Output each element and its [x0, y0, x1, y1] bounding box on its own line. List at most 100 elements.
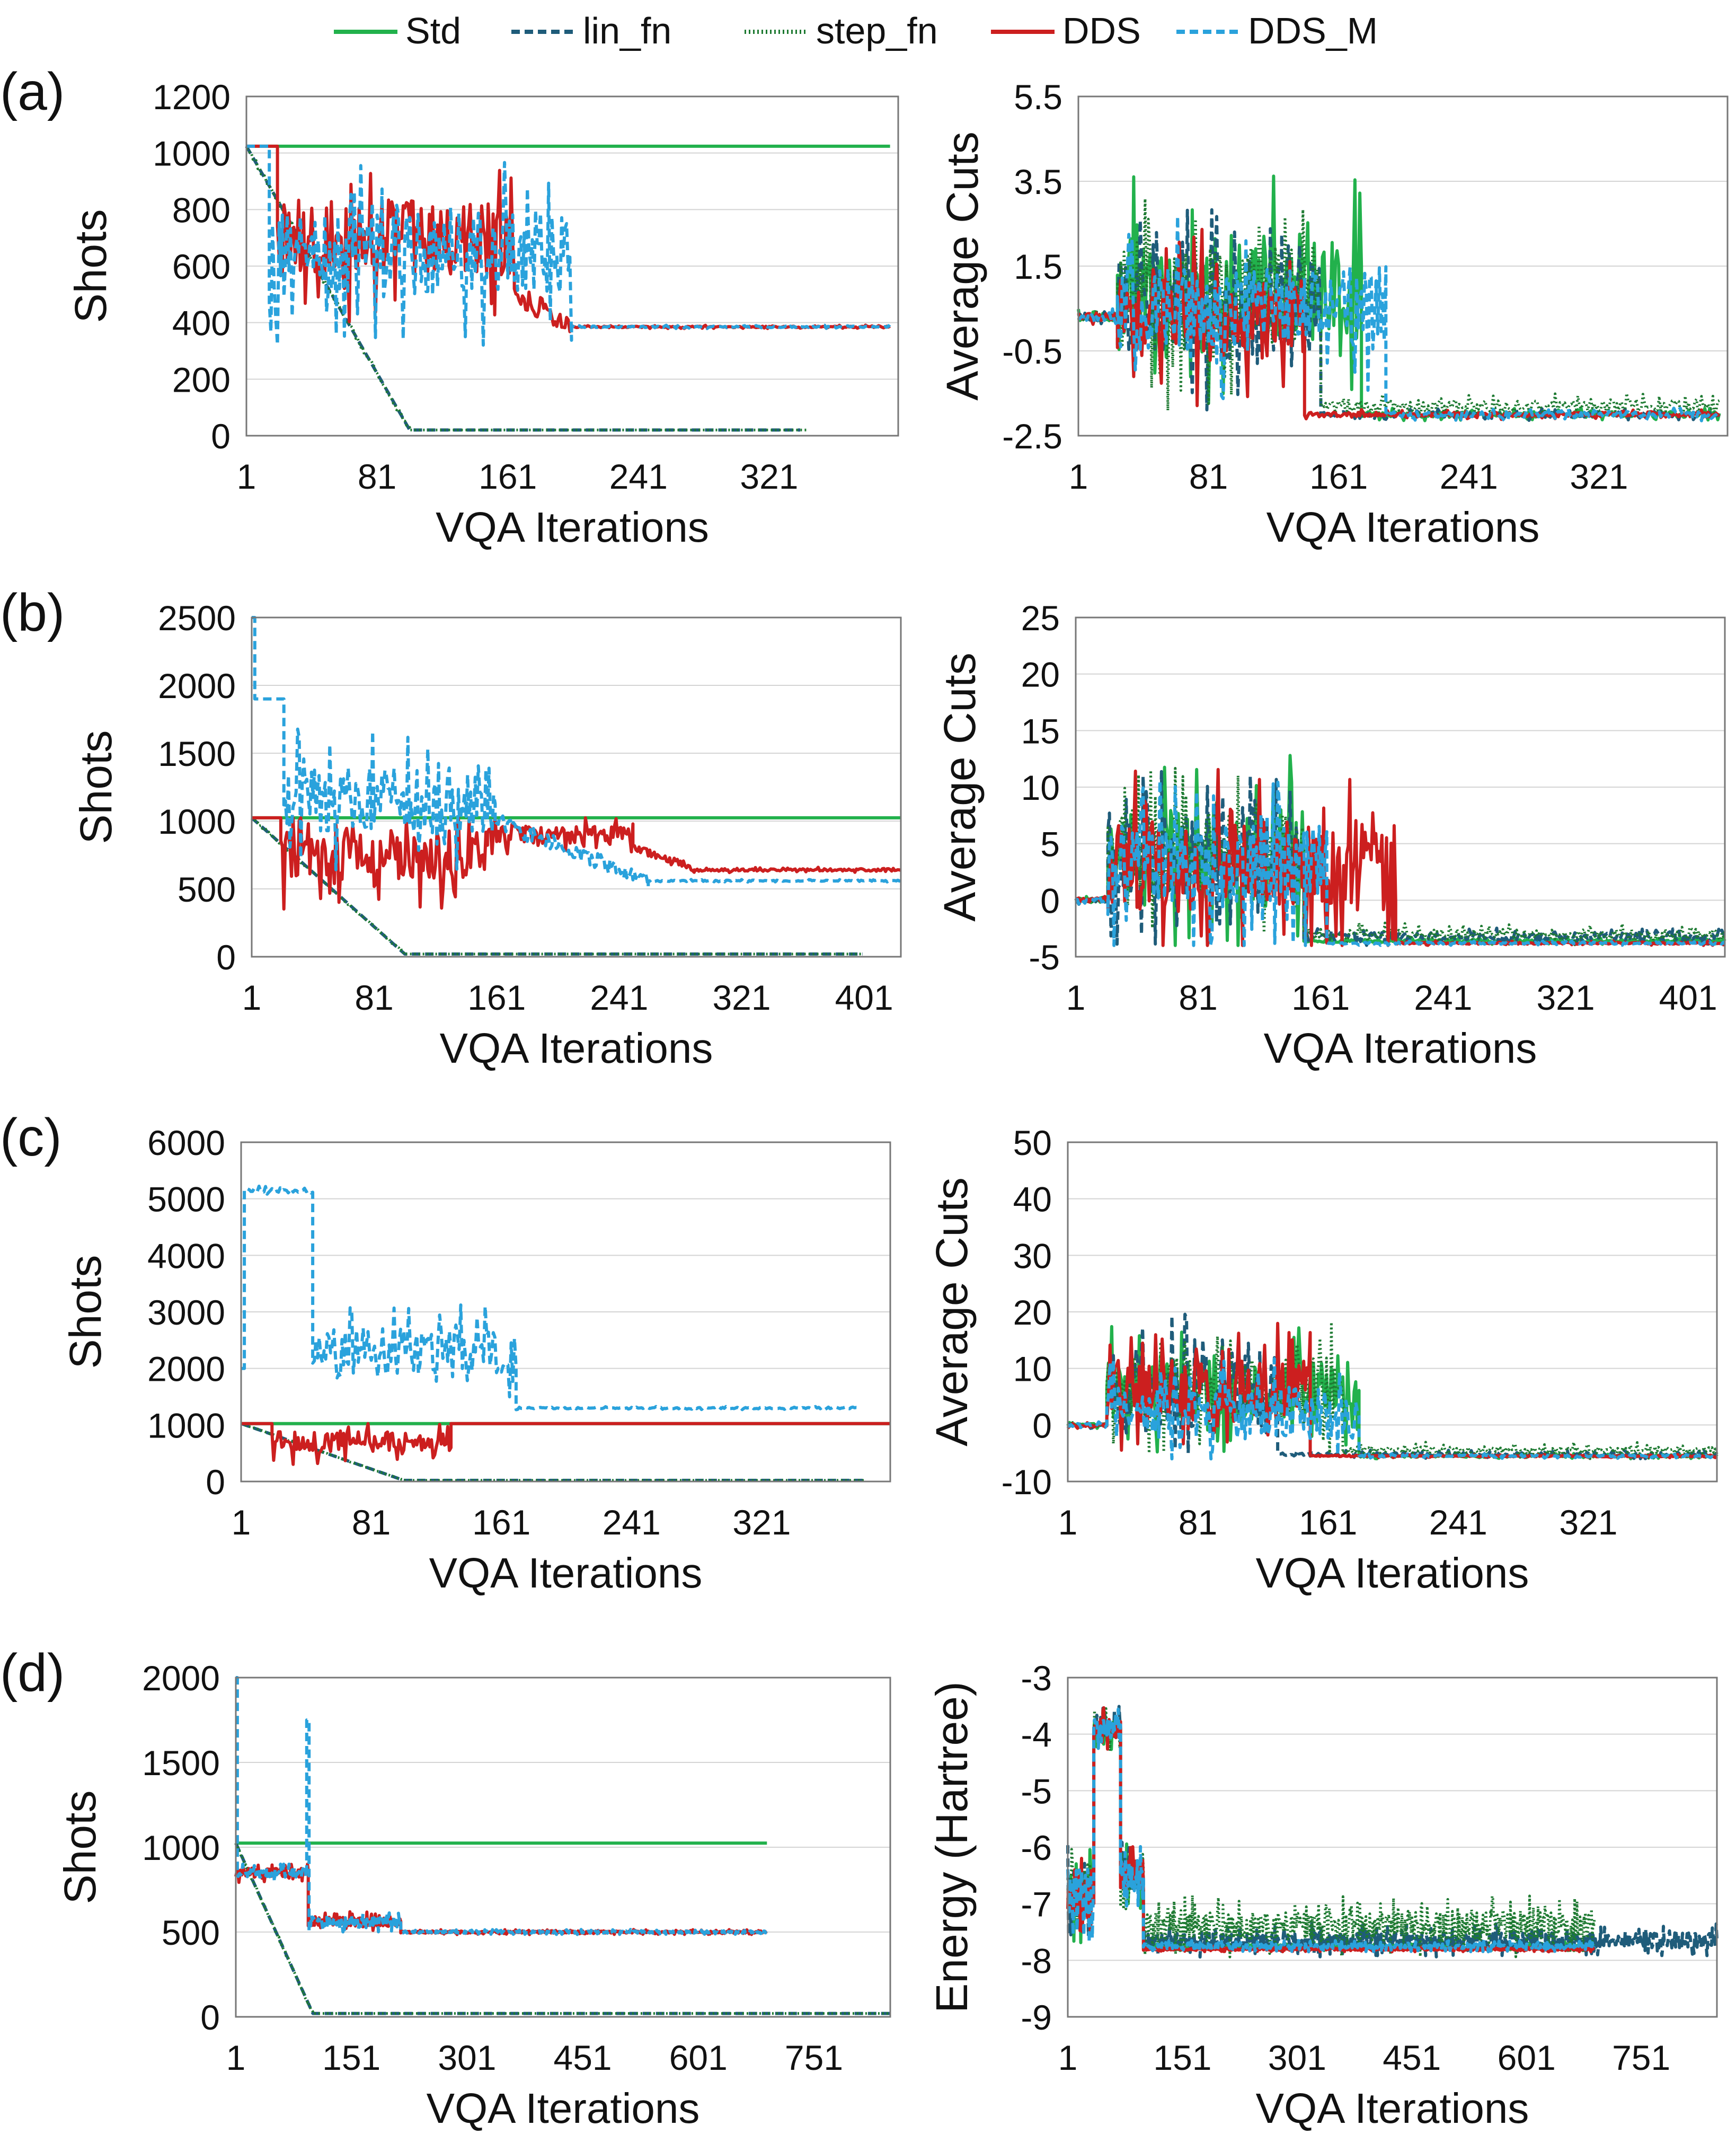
- x-tick-label: 1: [1058, 1503, 1078, 1542]
- y-tick-label: -3: [1021, 1659, 1052, 1698]
- x-tick-label: 401: [835, 978, 893, 1017]
- series-line-dds: [241, 1422, 890, 1466]
- y-tick-label: 3000: [147, 1293, 225, 1332]
- x-tick-label: 1: [237, 457, 256, 496]
- y-tick-label: 2000: [158, 666, 236, 705]
- series-group: [1066, 1312, 1719, 1461]
- x-axis-label: VQA Iterations: [1256, 2085, 1529, 2132]
- x-axis-label: VQA Iterations: [440, 1025, 713, 1072]
- chart-b-shots: 0 500 1000 1500 2000 2500 1 81 161 241 321 401 VQA I…: [0, 583, 902, 1072]
- series-line-dds: [251, 816, 901, 911]
- plot-frame: [251, 616, 902, 958]
- series-line-dds-m: [251, 616, 901, 889]
- y-tick-label: 0: [200, 1998, 220, 2037]
- series-line-step-fn: [234, 1842, 891, 2015]
- y-tick-label: 1200: [153, 77, 231, 117]
- series-group: [1066, 1705, 1719, 1959]
- legend-item-lin-fn: lin_fn: [511, 10, 671, 51]
- x-tick-label: 321: [732, 1503, 791, 1542]
- y-tick-label: -8: [1021, 1941, 1052, 1980]
- x-tick-label: 601: [1498, 2038, 1556, 2077]
- y-tick-label: 15: [1021, 711, 1060, 751]
- x-tick-label: 151: [1153, 2038, 1211, 2077]
- y-tick-label: 5000: [147, 1180, 225, 1219]
- y-axis-label: Energy (Hartree): [927, 1681, 977, 2013]
- y-tick-label: 1000: [142, 1828, 220, 1867]
- y-tick-label: 6000: [147, 1123, 225, 1162]
- y-tick-label: 500: [178, 870, 236, 909]
- y-tick-label: 20: [1013, 1293, 1052, 1332]
- plot-frame: [1067, 1141, 1718, 1483]
- chart-d-energy: -9 -8 -7 -6 -5 -4 -3 1 151 301 451 601 751 VQA Iterat…: [927, 1659, 1719, 2132]
- y-tick-label: 1500: [142, 1743, 220, 1783]
- series-line-step-fn: [241, 1422, 866, 1482]
- x-axis-label: VQA Iterations: [1266, 504, 1540, 551]
- y-tick-label: 0: [216, 938, 236, 977]
- y-tick-label: 3.5: [1014, 162, 1062, 201]
- x-tick-label: 321: [1570, 457, 1628, 496]
- chart-d-shots: 0 500 1000 1500 2000 1 151 301 451 601 751 VQA Iter…: [0, 1643, 891, 2132]
- series-line-dds-m: [235, 1676, 768, 1936]
- y-tick-label: 800: [172, 190, 231, 230]
- y-tick-label: 0: [211, 417, 231, 456]
- x-tick-label: 321: [1559, 1503, 1617, 1542]
- x-tick-label: 161: [479, 457, 537, 496]
- x-axis-label: VQA Iterations: [427, 2085, 700, 2132]
- y-axis-label: Shots: [66, 209, 116, 323]
- panel-label: (a): [0, 62, 65, 121]
- x-tick-label: 81: [1179, 1503, 1217, 1542]
- series-line-dds-m: [1066, 1707, 1596, 1954]
- chart-a-shots: 0 200 400 600 800 1000 1200 1 81 161 241 321 VQA Ite…: [0, 62, 899, 551]
- y-tick-label: -0.5: [1002, 332, 1062, 371]
- y-tick-label: 30: [1013, 1236, 1052, 1275]
- y-tick-label: -10: [1002, 1462, 1052, 1502]
- series-group: [234, 1676, 891, 2015]
- y-tick-label: 1000: [153, 134, 231, 173]
- y-axis-label: Average Cuts: [927, 1177, 977, 1446]
- x-axis-label: VQA Iterations: [436, 504, 709, 551]
- series-line-lin-fn: [241, 1422, 866, 1482]
- chart-legend: Std lin_fn step_fn DDS DDS_M: [334, 10, 1378, 51]
- plot-frame: [1077, 95, 1729, 437]
- series-line-dds-m: [1078, 214, 1721, 422]
- series-line-dds: [234, 1863, 768, 1936]
- y-tick-label: 5: [1040, 825, 1060, 864]
- series-line-dds: [246, 144, 891, 333]
- plot-frame: [245, 95, 899, 437]
- x-tick-label: 1: [1058, 2038, 1078, 2077]
- x-tick-label: 81: [1179, 978, 1217, 1017]
- x-tick-label: 81: [355, 978, 393, 1017]
- chart-c-cuts: -10 0 10 20 30 40 50 1 81 161 241 321 VQA Iterations…: [927, 1123, 1719, 1597]
- x-tick-label: 161: [1291, 978, 1350, 1017]
- series-line-step-fn: [1075, 766, 1726, 947]
- y-axis-label: Average Cuts: [937, 131, 987, 400]
- y-tick-label: 20: [1021, 655, 1060, 694]
- panel-label: (b): [0, 583, 65, 642]
- series-line-dds-m: [1075, 779, 1726, 947]
- y-tick-label: 1500: [158, 734, 236, 773]
- y-tick-label: 5.5: [1014, 77, 1062, 117]
- x-tick-label: 321: [1536, 978, 1595, 1017]
- panel-label: (c): [0, 1108, 62, 1167]
- x-tick-label: 241: [603, 1503, 661, 1542]
- series-line-dds-m: [246, 144, 891, 347]
- y-tick-label: 4000: [147, 1236, 225, 1275]
- y-tick-label: -9: [1021, 1998, 1052, 2037]
- x-axis-label: VQA Iterations: [1264, 1025, 1537, 1072]
- x-tick-label: 751: [785, 2038, 843, 2077]
- chart-a-cuts: -2.5 -0.5 1.5 3.5 5.5 1 81 161 241 321 VQA Iterati…: [937, 77, 1729, 551]
- y-axis-label: Shots: [60, 1255, 110, 1369]
- series-line-step-fn: [251, 817, 863, 956]
- y-tick-label: -2.5: [1002, 417, 1062, 456]
- series-line-dds-m: [1066, 1357, 1717, 1461]
- x-axis-label: VQA Iterations: [1256, 1549, 1529, 1597]
- x-tick-label: 81: [352, 1503, 391, 1542]
- x-tick-label: 161: [1309, 457, 1368, 496]
- gridlines: [241, 1198, 890, 1426]
- y-tick-label: 1000: [158, 802, 236, 841]
- series-group: [245, 144, 891, 432]
- series-group: [251, 616, 901, 956]
- x-tick-label: 1: [226, 2038, 246, 2077]
- y-tick-label: 25: [1021, 598, 1060, 638]
